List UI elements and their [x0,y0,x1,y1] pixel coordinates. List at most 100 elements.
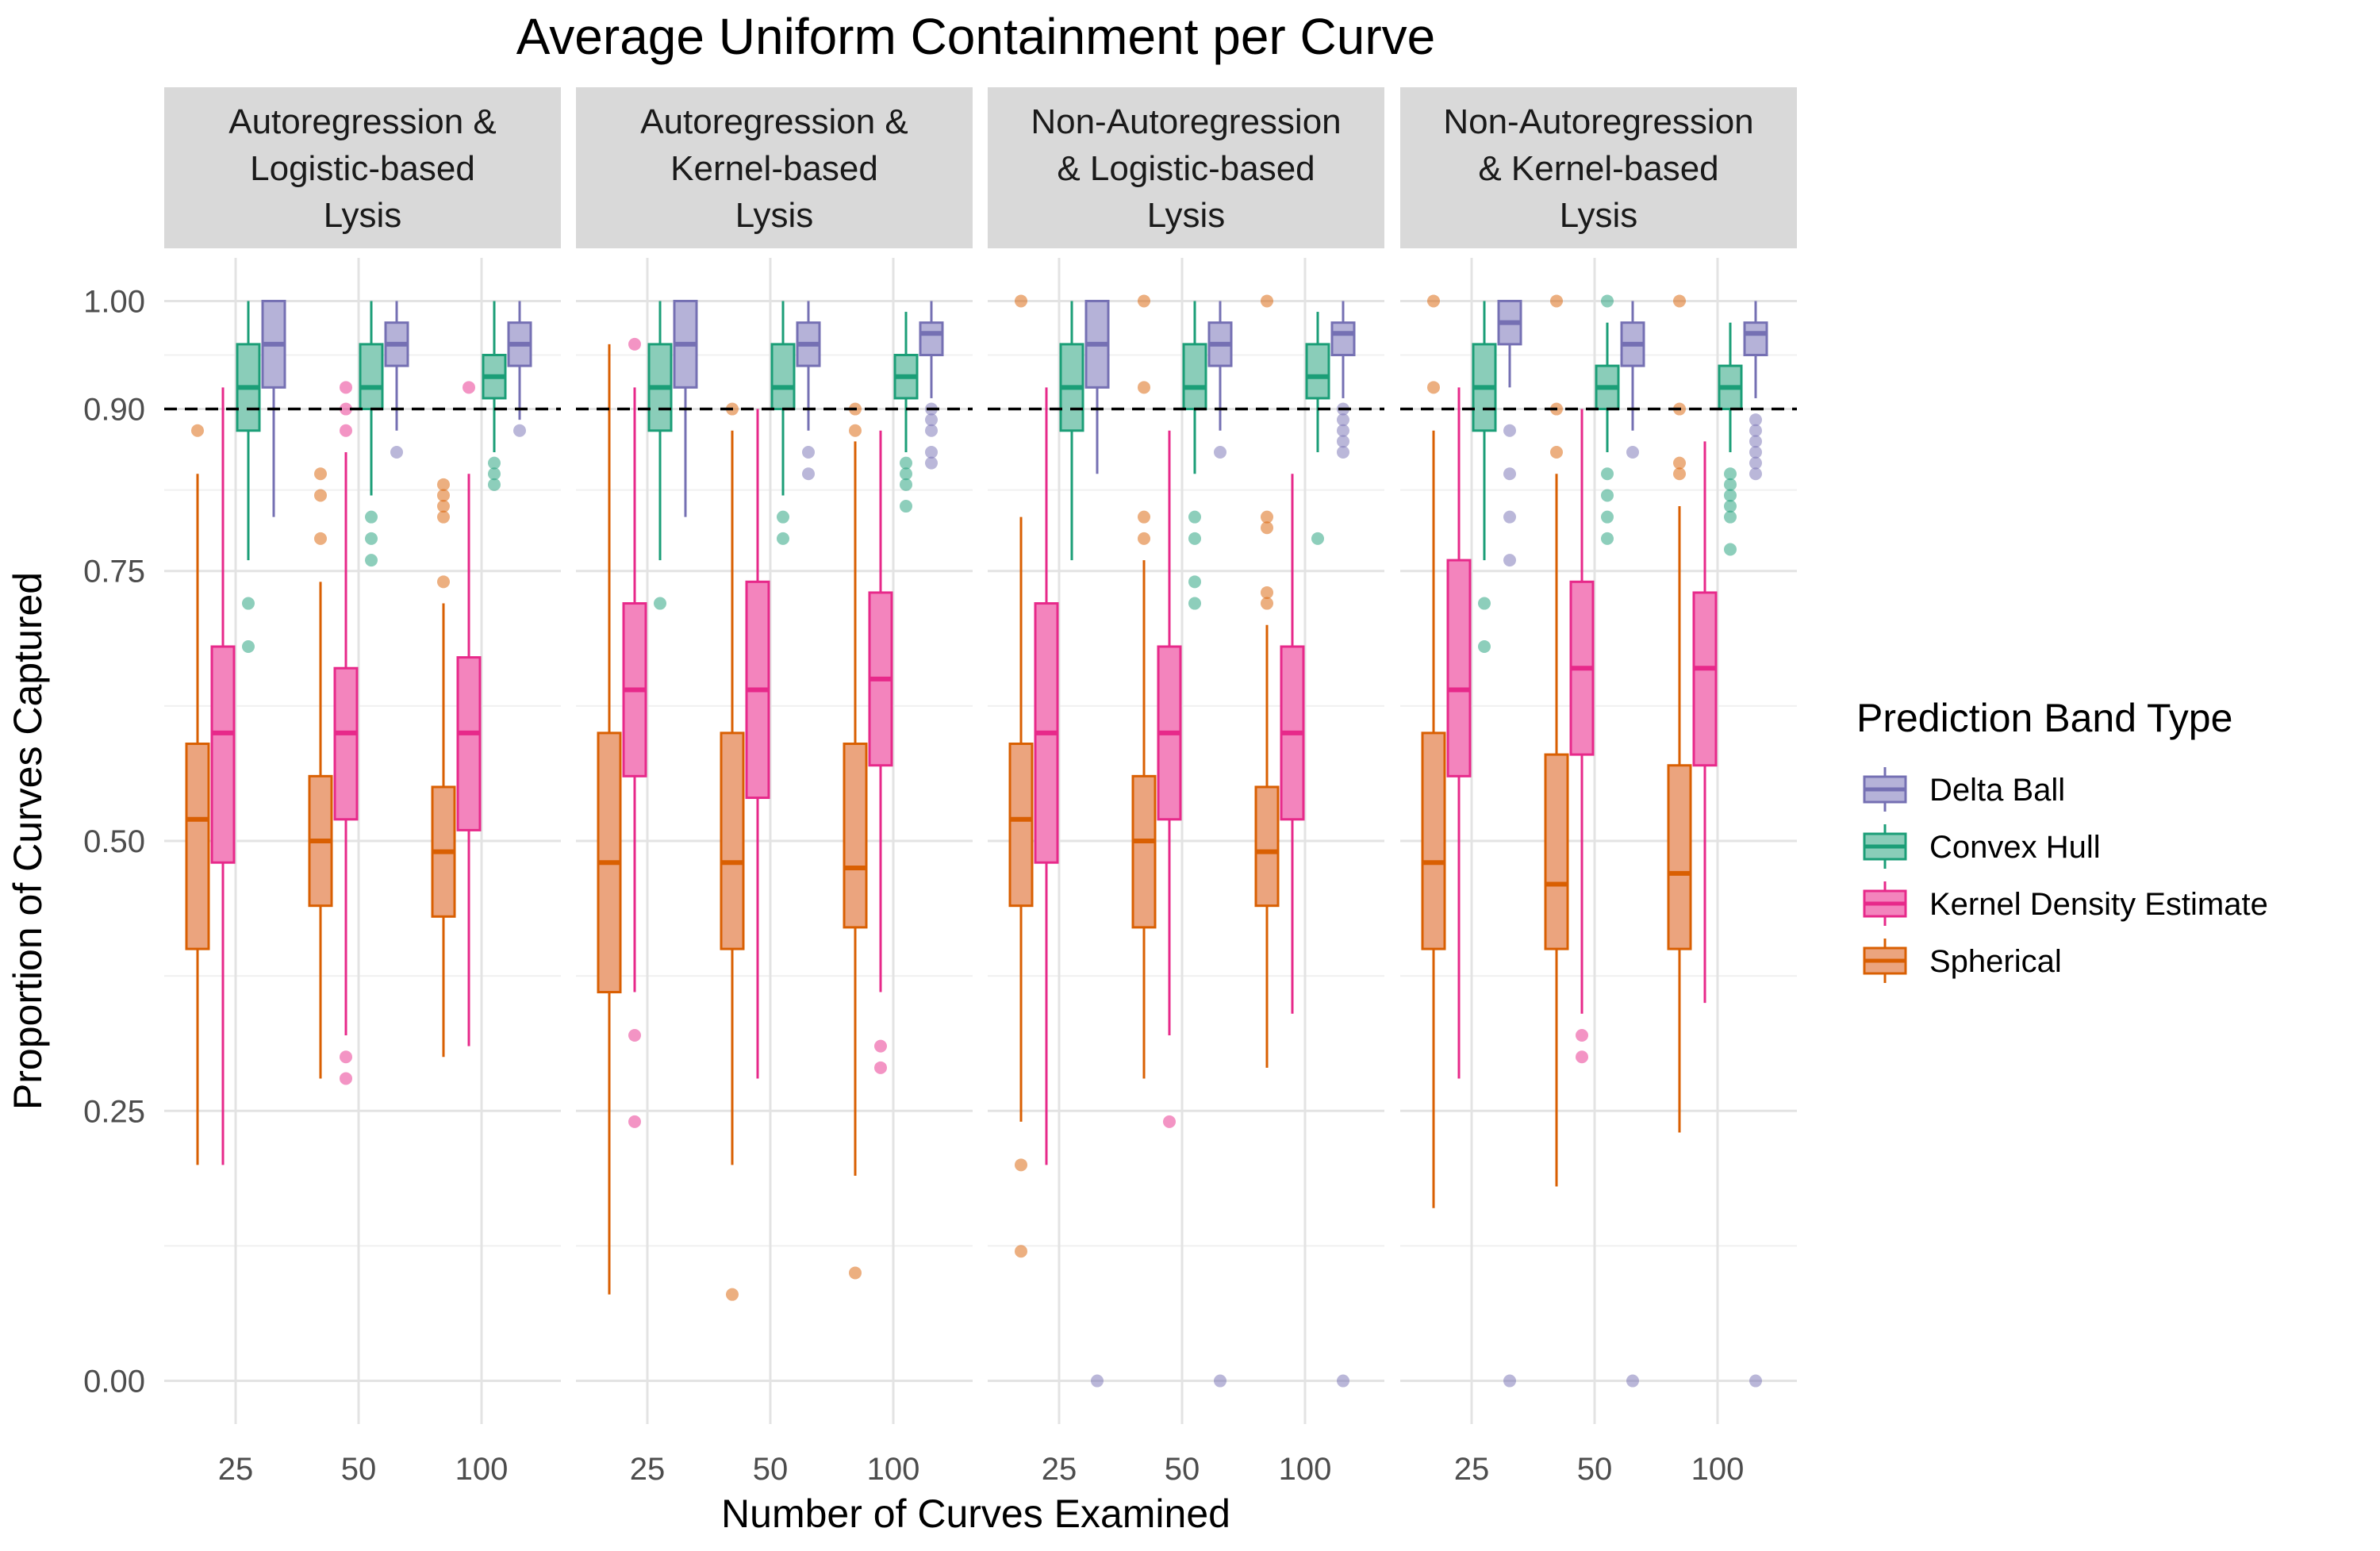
outlier-point [1626,446,1639,459]
box [1008,294,1034,1258]
outlier-point [1015,1158,1027,1172]
outlier-point [1337,1374,1349,1388]
outlier-point [1503,510,1516,524]
outlier-point [654,597,666,610]
x-tick-label: 25 [218,1452,254,1487]
outlier-point [513,424,526,437]
box [1446,387,1472,1079]
outlier-point [1503,1374,1516,1388]
box [507,301,532,437]
outlier-point [1601,510,1614,524]
outlier-point [390,446,403,459]
outlier-point [1261,510,1273,524]
facet-strip [576,87,973,248]
x-tick-label: 100 [455,1452,509,1487]
outlier-point [1749,446,1762,459]
x-tick-label: 100 [867,1452,920,1487]
box-body [1446,559,1472,777]
facet-label-line: Logistic-based [250,149,475,188]
outlier-point [1478,597,1491,610]
box [770,301,796,545]
box-body [1182,343,1207,411]
box [1084,299,1110,1388]
outlier-point [777,510,789,524]
facet-label-line: Kernel-based [670,149,878,188]
box [1330,301,1356,1388]
box [1182,301,1207,610]
outlier-point [1749,413,1762,427]
legend-item: Kernel Density Estimate [1863,881,2268,926]
outlier-point [900,500,912,513]
outlier-point [1601,294,1614,308]
outlier-point [849,424,862,437]
legend-item: Spherical [1863,939,2062,983]
box [384,301,409,459]
outlier-point [1188,597,1201,610]
box [1131,294,1157,1079]
outlier-point [628,1115,641,1128]
outlier-point [1015,294,1027,308]
box [1305,312,1330,545]
outlier-point [1138,532,1150,545]
box [1595,294,1620,545]
outlier-point [1749,424,1762,437]
facet-label-line: Lysis [735,196,814,235]
box [1569,409,1595,1064]
y-tick-label: 0.90 [83,393,145,428]
facet-label-line: Lysis [1560,196,1638,235]
box-body [843,743,868,929]
facet-strip [164,87,561,248]
outlier-point [1188,575,1201,589]
box [210,387,236,1165]
outlier-point [340,424,352,437]
box [1718,322,1743,556]
box [1254,294,1280,1068]
facet-strip [1400,87,1797,248]
outlier-point [191,424,204,437]
legend-item: Delta Ball [1863,767,2065,812]
facet-label-line: Autoregression & [228,102,497,141]
box [868,430,893,1074]
box [1497,299,1522,1388]
outlier-point [1478,640,1491,653]
outlier-point [314,532,327,545]
x-tick-label: 50 [341,1452,377,1487]
outlier-point [340,381,352,394]
outlier-point [1626,1374,1639,1388]
box [745,409,770,1079]
box-body [359,343,384,411]
facet-panel: Non-Autoregression & Logistic-based Lysis 2… [988,87,1384,1487]
box [893,312,919,513]
outlier-point [1724,500,1737,513]
outlier-point [802,446,815,459]
outlier-point [1188,532,1201,545]
outlier-point [1337,446,1349,459]
box [236,301,261,653]
box [1421,294,1446,1208]
outlier-point [1337,413,1349,427]
outlier-point [340,402,352,416]
facet-label-line: Autoregression & [640,102,908,141]
outlier-point [242,640,255,653]
outlier-point [340,1050,352,1064]
outlier-point [314,489,327,502]
outlier-point [1503,424,1516,437]
facet-panel: Non-Autoregression & Kernel-based Lysis 25 5… [1400,87,1797,1487]
x-tick-label: 50 [753,1452,789,1487]
outlier-point [437,510,450,524]
outlier-point [1214,1374,1226,1388]
outlier-point [365,554,378,567]
outlier-point [802,467,815,481]
facet-label-line: & Logistic-based [1057,149,1315,188]
box [1620,301,1645,1388]
outlier-point [900,456,912,470]
outlier-point [1427,294,1440,308]
facet-panel: Autoregression & Logistic-based Lysis 25 50 1… [164,87,561,1487]
outlier-point [1749,456,1762,470]
box [673,299,698,517]
box [796,301,821,481]
facet-panel: Autoregression & Kernel-based Lysis 25 50 100 [576,87,973,1487]
legend-label: Kernel Density Estimate [1929,887,2268,922]
box-body [770,343,796,411]
